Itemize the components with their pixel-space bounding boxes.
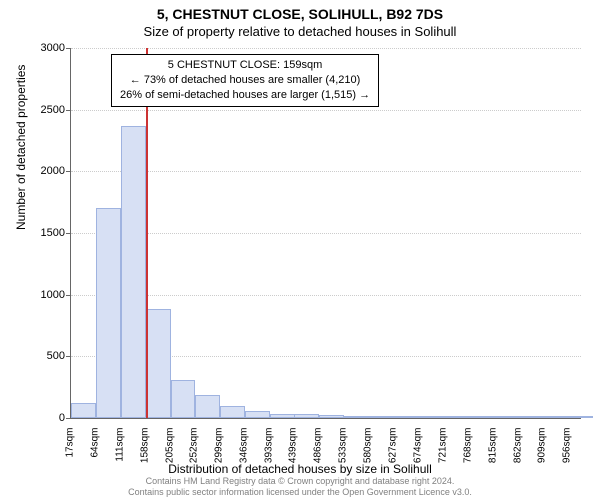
x-tick-label: 627sqm bbox=[388, 428, 399, 488]
x-tick-label: 64sqm bbox=[89, 428, 100, 488]
histogram-bar bbox=[369, 416, 394, 418]
histogram-bar bbox=[71, 403, 96, 418]
y-tick-mark bbox=[66, 356, 71, 357]
x-tick-label: 486sqm bbox=[313, 428, 324, 488]
histogram-bar bbox=[344, 416, 369, 418]
histogram-bar bbox=[294, 414, 319, 418]
x-tick-label: 768sqm bbox=[462, 428, 473, 488]
x-tick-label: 17sqm bbox=[65, 428, 76, 488]
chart-title-main: 5, CHESTNUT CLOSE, SOLIHULL, B92 7DS bbox=[0, 6, 600, 22]
y-tick-label: 3000 bbox=[15, 42, 65, 54]
histogram-bar bbox=[419, 416, 444, 418]
histogram-bar bbox=[568, 416, 593, 418]
x-tick-label: 346sqm bbox=[239, 428, 250, 488]
y-tick-mark bbox=[66, 171, 71, 172]
y-tick-mark bbox=[66, 110, 71, 111]
histogram-bar bbox=[444, 416, 469, 418]
histogram-bar bbox=[270, 414, 295, 418]
x-tick-label: 111sqm bbox=[114, 428, 125, 488]
histogram-bar bbox=[319, 415, 344, 418]
y-tick-mark bbox=[66, 233, 71, 234]
y-tick-mark bbox=[66, 295, 71, 296]
histogram-bar bbox=[96, 208, 121, 418]
x-tick-label: 205sqm bbox=[164, 428, 175, 488]
annotation-box: 5 CHESTNUT CLOSE: 159sqm← 73% of detache… bbox=[111, 54, 379, 107]
histogram-bar bbox=[469, 416, 494, 418]
annotation-line: 5 CHESTNUT CLOSE: 159sqm bbox=[120, 58, 370, 73]
y-tick-label: 0 bbox=[15, 412, 65, 424]
annotation-line: 26% of semi-detached houses are larger (… bbox=[120, 88, 370, 103]
y-tick-label: 1500 bbox=[15, 227, 65, 239]
y-axis-label: Number of detached properties bbox=[14, 65, 28, 230]
histogram-bar bbox=[220, 406, 245, 418]
y-tick-label: 500 bbox=[15, 350, 65, 362]
x-tick-label: 721sqm bbox=[437, 428, 448, 488]
histogram-bar bbox=[146, 309, 171, 418]
histogram-bar bbox=[245, 411, 270, 418]
histogram-bar bbox=[494, 416, 519, 418]
x-tick-label: 158sqm bbox=[139, 428, 150, 488]
x-tick-label: 252sqm bbox=[189, 428, 200, 488]
y-tick-mark bbox=[66, 418, 71, 419]
histogram-bar bbox=[121, 126, 146, 418]
annotation-line: ← 73% of detached houses are smaller (4,… bbox=[120, 73, 370, 88]
x-tick-label: 815sqm bbox=[487, 428, 498, 488]
x-tick-label: 956sqm bbox=[562, 428, 573, 488]
y-tick-label: 2000 bbox=[15, 165, 65, 177]
x-tick-label: 299sqm bbox=[214, 428, 225, 488]
y-tick-mark bbox=[66, 48, 71, 49]
x-tick-label: 393sqm bbox=[264, 428, 275, 488]
histogram-bar bbox=[519, 416, 544, 418]
histogram-bar bbox=[171, 380, 196, 418]
footer-line-2: Contains public sector information licen… bbox=[0, 487, 600, 498]
histogram-chart: 5, CHESTNUT CLOSE, SOLIHULL, B92 7DS Siz… bbox=[0, 0, 600, 500]
chart-title-sub: Size of property relative to detached ho… bbox=[0, 24, 600, 39]
histogram-bar bbox=[543, 416, 568, 418]
y-tick-label: 1000 bbox=[15, 289, 65, 301]
histogram-bar bbox=[195, 395, 220, 418]
plot-area: 5 CHESTNUT CLOSE: 159sqm← 73% of detache… bbox=[70, 48, 581, 419]
x-tick-label: 439sqm bbox=[288, 428, 299, 488]
x-tick-label: 580sqm bbox=[363, 428, 374, 488]
x-tick-label: 674sqm bbox=[412, 428, 423, 488]
histogram-bar bbox=[394, 416, 419, 418]
x-tick-label: 862sqm bbox=[512, 428, 523, 488]
x-tick-label: 533sqm bbox=[338, 428, 349, 488]
x-tick-label: 909sqm bbox=[537, 428, 548, 488]
y-tick-label: 2500 bbox=[15, 104, 65, 116]
